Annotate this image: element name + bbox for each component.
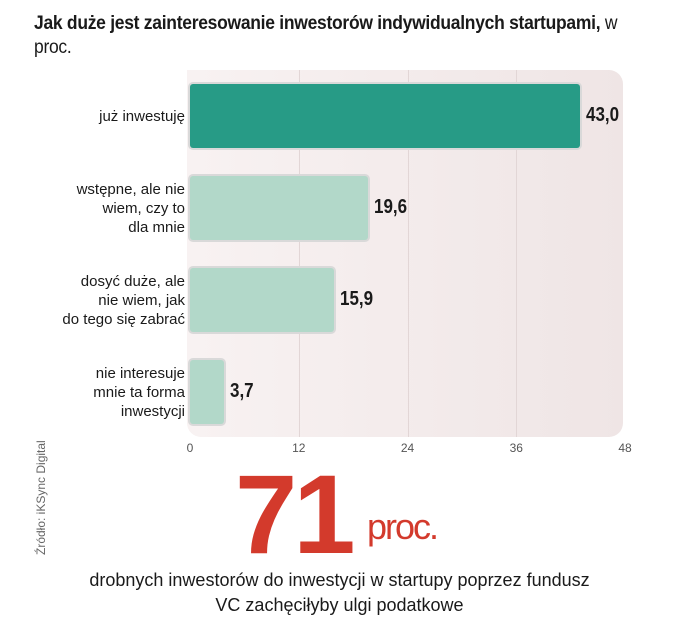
category-label-line: wiem, czy to xyxy=(102,199,185,217)
x-tick-label: 36 xyxy=(509,441,523,455)
bar xyxy=(190,268,335,332)
gridline xyxy=(407,70,409,437)
value-label: 43,0 xyxy=(585,104,619,126)
caption-line-2: VC zachęciłyby ulgi podatkowe xyxy=(215,595,464,615)
gridline xyxy=(298,70,300,437)
x-tick-label: 12 xyxy=(292,441,306,455)
highlight-number: 71 xyxy=(235,452,356,577)
category-label: już inwestuję xyxy=(25,107,185,126)
x-tick-label: 24 xyxy=(400,441,415,455)
highlight-unit: proc. xyxy=(367,506,439,547)
category-label: nie interesuje mnie ta forma inwestycji xyxy=(25,364,185,421)
category-label-line: nie interesuje xyxy=(95,364,185,382)
caption-line-1: drobnych inwestorów do inwestycji w star… xyxy=(89,570,590,590)
subtitle-text: w proc. xyxy=(34,13,618,58)
source-label: Źródło: iKSync Digital xyxy=(34,440,48,555)
value-label: 19,6 xyxy=(373,196,407,218)
bar xyxy=(190,360,224,424)
category-label-line: do tego się zabrać xyxy=(62,310,185,328)
category-label-line: nie wiem, jak xyxy=(98,291,185,309)
category-label-line: mnie ta forma xyxy=(93,383,185,401)
value-label: 15,9 xyxy=(340,288,374,310)
category-label-line: inwestycji xyxy=(120,402,185,420)
category-label: wstępne, ale nie wiem, czy to dla mnie xyxy=(25,180,185,237)
chart-title: Jak duże jest zainteresowanie inwestorów… xyxy=(34,12,623,60)
x-tick-label: 0 xyxy=(186,441,194,455)
category-label-line: dla mnie xyxy=(128,218,185,236)
gridline xyxy=(516,70,518,437)
category-label: dosyć duże, ale nie wiem, jak do tego się … xyxy=(25,272,185,329)
title-text: Jak duże jest zainteresowanie inwestorów… xyxy=(34,13,601,34)
category-label-line: wstępne, ale nie xyxy=(76,180,185,198)
bar xyxy=(190,176,368,240)
bar xyxy=(190,84,580,148)
x-tick-label: 48 xyxy=(618,441,632,455)
category-label-line: już inwestuję xyxy=(99,107,185,125)
highlight-caption: drobnych inwestorów do inwestycji w star… xyxy=(0,568,679,618)
value-label: 3,7 xyxy=(229,380,254,402)
category-label-line: dosyć duże, ale xyxy=(80,272,185,290)
